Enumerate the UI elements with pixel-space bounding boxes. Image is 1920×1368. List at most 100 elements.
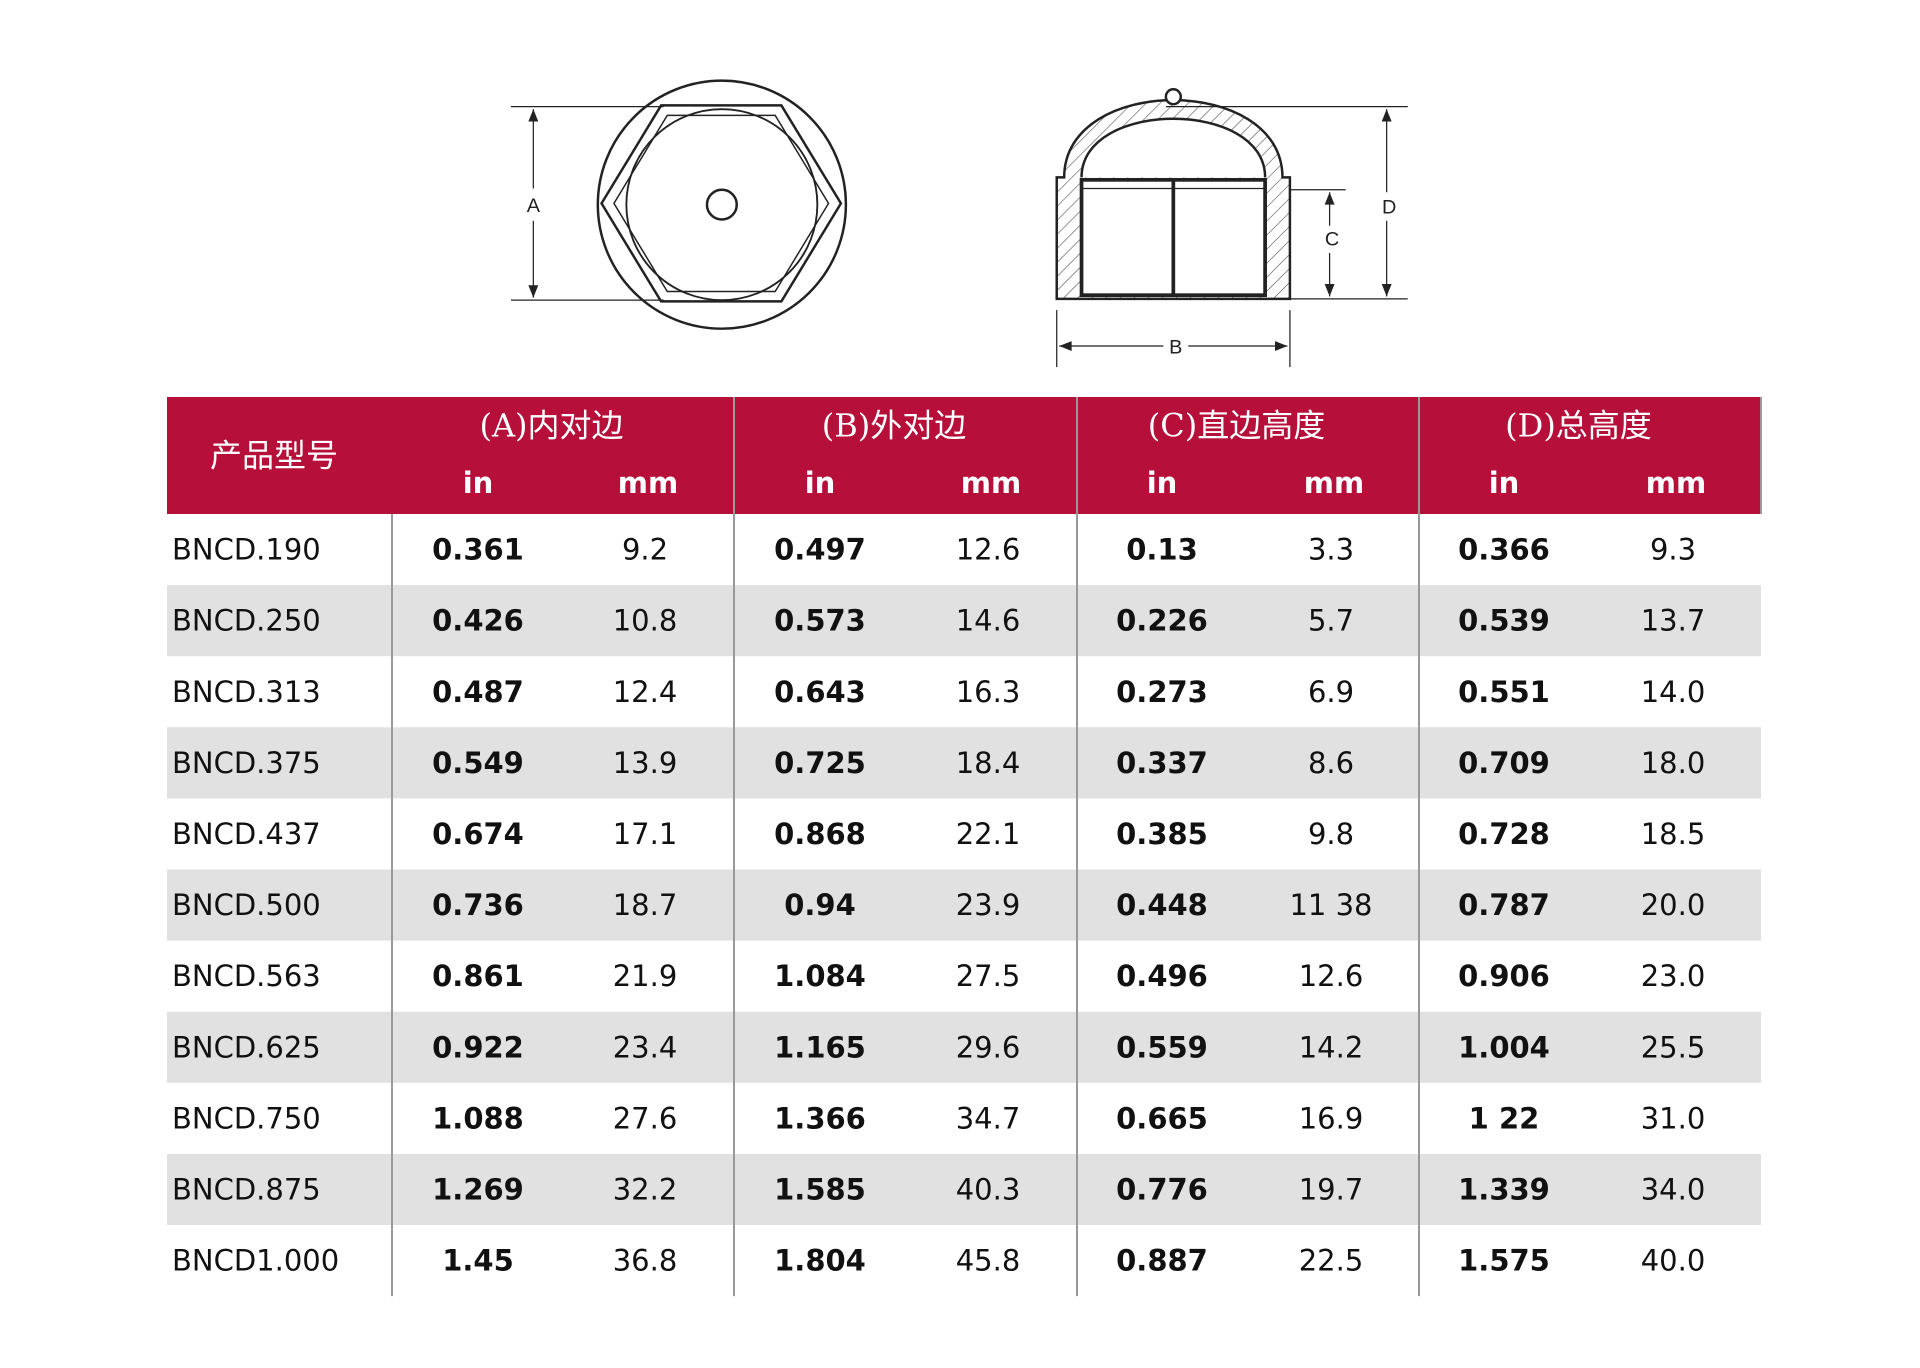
mm-cell: 19.7	[1299, 1172, 1364, 1206]
top-view	[511, 79, 848, 330]
mm-cell: 13.9	[613, 746, 678, 780]
inch-cell: 0.487	[432, 675, 524, 709]
inch-cell: 1.339	[1458, 1172, 1550, 1206]
header-unit: in	[1147, 466, 1178, 500]
inch-cell: 1.004	[1458, 1030, 1550, 1064]
inch-cell: 0.906	[1458, 959, 1550, 993]
model-cell: BNCD.250	[172, 604, 321, 638]
inch-cell: 0.426	[432, 604, 524, 638]
inch-cell: 0.665	[1116, 1101, 1208, 1135]
inch-cell: 0.496	[1116, 959, 1208, 993]
inch-cell: 1.165	[774, 1030, 866, 1064]
row-bg	[167, 1153, 1761, 1225]
inch-cell: 0.13	[1126, 533, 1198, 567]
mm-cell: 34.7	[956, 1101, 1021, 1135]
inch-cell: 1.088	[432, 1101, 524, 1135]
mm-cell: 32.2	[613, 1172, 678, 1206]
inch-cell: 0.385	[1116, 817, 1208, 851]
mm-cell: 45.8	[956, 1244, 1021, 1278]
inch-cell: 0.643	[774, 675, 866, 709]
mm-cell: 11 38	[1289, 888, 1372, 922]
inch-cell: 1.45	[442, 1244, 514, 1278]
inch-cell: 0.573	[774, 604, 866, 638]
model-cell: BNCD.625	[172, 1030, 321, 1064]
inch-cell: 0.273	[1116, 675, 1208, 709]
header-unit: in	[463, 466, 494, 500]
model-cell: BNCD.313	[172, 675, 321, 709]
row-bg	[167, 727, 1761, 799]
header-group: (A)内对边	[479, 407, 623, 445]
model-cell: BNCD.190	[172, 533, 321, 567]
mm-cell: 23.9	[956, 888, 1021, 922]
inch-cell: 0.861	[432, 959, 524, 993]
inch-cell: 1.585	[774, 1172, 866, 1206]
mm-cell: 22.1	[956, 817, 1021, 851]
mm-cell: 23.4	[613, 1030, 678, 1064]
row-bg	[167, 1011, 1761, 1083]
model-cell: BNCD.437	[172, 817, 321, 851]
inch-cell: 1.084	[774, 959, 866, 993]
inch-cell: 0.559	[1116, 1030, 1208, 1064]
mm-cell: 5.7	[1308, 604, 1354, 638]
dim-label: C	[1325, 229, 1339, 251]
inch-cell: 1 22	[1469, 1101, 1540, 1135]
mm-cell: 29.6	[956, 1030, 1021, 1064]
header-unit: mm	[1304, 466, 1364, 500]
model-cell: BNCD.375	[172, 746, 321, 780]
inch-cell: 0.868	[774, 817, 866, 851]
inch-cell: 0.736	[432, 888, 524, 922]
header-unit: mm	[618, 466, 678, 500]
mm-cell: 18.7	[613, 888, 678, 922]
header-unit: in	[1489, 466, 1520, 500]
row-bg	[167, 869, 1761, 941]
mm-cell: 36.8	[613, 1244, 678, 1278]
row-bg	[167, 585, 1761, 657]
mm-cell: 6.9	[1308, 675, 1354, 709]
dim-label: D	[1382, 196, 1396, 218]
mm-cell: 20.0	[1641, 888, 1706, 922]
mm-cell: 31.0	[1641, 1101, 1706, 1135]
mm-cell: 10.8	[613, 604, 678, 638]
inch-cell: 0.549	[432, 746, 524, 780]
inch-cell: 1.269	[432, 1172, 524, 1206]
inch-cell: 0.448	[1116, 888, 1208, 922]
mm-cell: 27.5	[956, 959, 1021, 993]
model-cell: BNCD.563	[172, 959, 321, 993]
inch-cell: 0.776	[1116, 1172, 1208, 1206]
mm-cell: 16.9	[1299, 1101, 1364, 1135]
diagram-group: A B C D	[511, 79, 1408, 368]
inch-cell: 0.922	[432, 1030, 524, 1064]
header-group: (D)总高度	[1505, 407, 1652, 445]
mm-cell: 14.6	[956, 604, 1021, 638]
mm-cell: 23.0	[1641, 959, 1706, 993]
header-model: 产品型号	[210, 437, 338, 475]
mm-cell: 9.3	[1650, 533, 1696, 567]
model-cell: BNCD.750	[172, 1101, 321, 1135]
inch-cell: 0.725	[774, 746, 866, 780]
side-view	[1055, 88, 1408, 368]
inch-cell: 0.709	[1458, 746, 1550, 780]
inch-cell: 0.94	[784, 888, 856, 922]
inch-cell: 0.539	[1458, 604, 1550, 638]
inch-cell: 0.674	[432, 817, 524, 851]
inch-cell: 0.887	[1116, 1244, 1208, 1278]
dim-label: B	[1169, 336, 1182, 358]
header-group: (B)外对边	[822, 407, 967, 445]
header-group: (C)直边高度	[1148, 407, 1325, 445]
mm-cell: 40.0	[1641, 1244, 1706, 1278]
inch-cell: 0.497	[774, 533, 866, 567]
model-cell: BNCD.875	[172, 1172, 321, 1206]
mm-cell: 9.2	[622, 533, 668, 567]
inch-cell: 0.226	[1116, 604, 1208, 638]
mm-cell: 40.3	[956, 1172, 1021, 1206]
diagrams: A B C D	[511, 79, 1408, 368]
mm-cell: 12.6	[1299, 959, 1364, 993]
header-unit: mm	[961, 466, 1021, 500]
model-cell: BNCD.500	[172, 888, 321, 922]
mm-cell: 25.5	[1641, 1030, 1706, 1064]
mm-cell: 12.6	[956, 533, 1021, 567]
mm-cell: 14.0	[1641, 675, 1706, 709]
inch-cell: 1.804	[774, 1244, 866, 1278]
